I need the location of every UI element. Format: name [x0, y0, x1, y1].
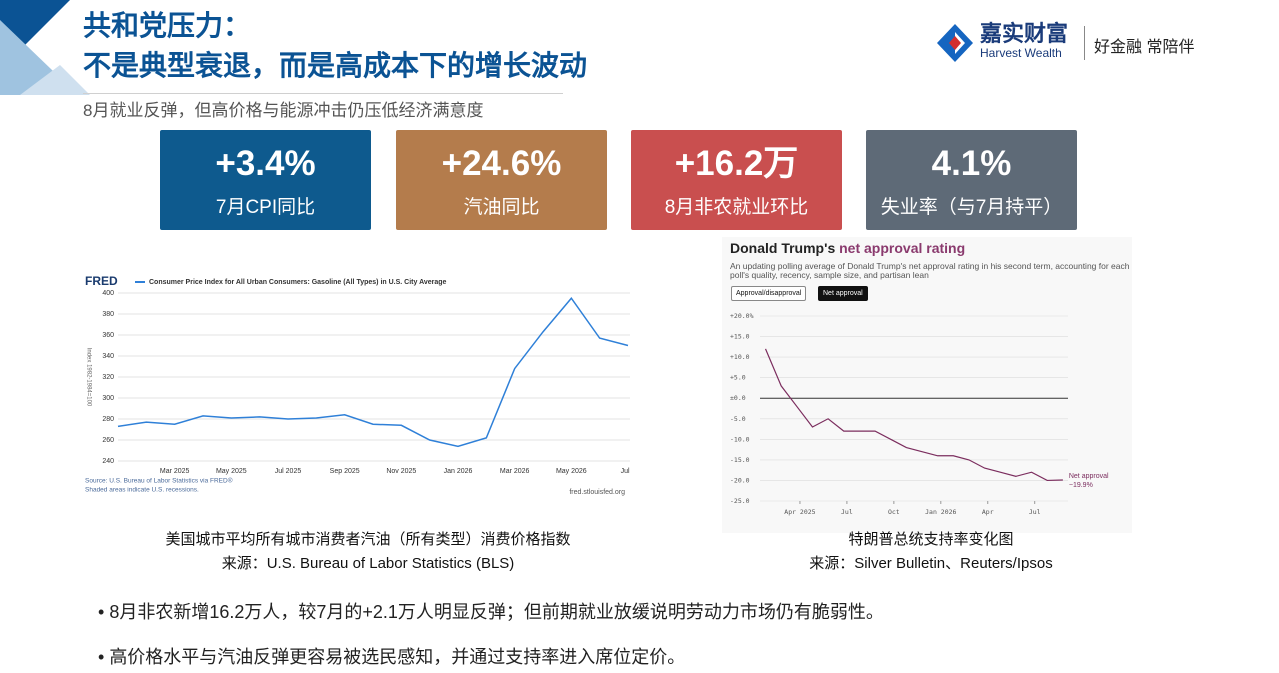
x-tick-label: Mar 2026	[500, 468, 530, 475]
kpi-label: 7月CPI同比	[215, 197, 316, 218]
url: fred.stlouisfed.org	[569, 489, 625, 496]
y-tick-label: +15.0	[730, 333, 750, 341]
y-tick-label: -25.0	[730, 497, 750, 505]
kpi-label: 8月非农就业环比	[664, 197, 809, 218]
logo-en: Harvest Wealth	[980, 46, 1062, 60]
title-line: 不是典型衰退，而是高成本下的增长波动	[83, 50, 588, 81]
y-tick-label: -15.0	[730, 456, 750, 464]
y-axis-label: Index 1982-1984=100	[85, 348, 91, 407]
x-tick-label: Oct	[888, 508, 900, 516]
legend-label: Consumer Price Index for All Urban Consu…	[149, 279, 447, 286]
data-line	[117, 297, 629, 448]
x-tick-label: Jan 2026	[925, 508, 956, 516]
bullet-text: 8月非农新增16.2万人，较7月的+2.1万人明显反弹；但前期就业放缓说明劳动力…	[109, 602, 884, 622]
logo-divider	[1084, 26, 1085, 60]
rule	[83, 93, 563, 94]
bullet-text: 高价格水平与汽油反弹更容易被选民感知，并通过支持率进入席位定价。	[109, 647, 686, 667]
x-tick-label: Mar 2025	[160, 468, 190, 475]
title: 共和党压力： 不是典型衰退，而是高成本下的增长波动	[83, 6, 587, 86]
y-tick-label: 240	[102, 458, 114, 465]
kpi-card: 4.1% 失业率（与7月持平）	[866, 130, 1077, 230]
note: Shaded areas indicate U.S. recessions.	[85, 487, 199, 494]
x-tick-label: Jul 2	[621, 468, 630, 475]
bullet: • 8月非农新增16.2万人，较7月的+2.1万人明显反弹；但前期就业放缓说明劳…	[98, 602, 884, 622]
y-tick-label: +10.0	[730, 353, 750, 361]
logo-mark	[937, 24, 973, 62]
kpi-value: +16.2万	[674, 144, 799, 183]
kpi-value: +3.4%	[215, 144, 316, 183]
kpi-value: +24.6%	[441, 144, 562, 183]
caption-line: 来源：Silver Bulletin、Reuters/Ipsos	[809, 555, 1053, 572]
toggle-button[interactable]: Approval/disapproval	[731, 286, 807, 301]
fred-chart: FRED Consumer Price Index for All Urban …	[85, 272, 630, 500]
toggle-button[interactable]: Net approval	[818, 286, 868, 301]
approval-plot: -25.0 -20.0 -15.0 -10.0 -5.0 ±0.0 +5.0 +10.0 +15…	[730, 312, 1109, 516]
logo-slogan: 好金融 常陪伴	[1094, 39, 1195, 56]
source: Source: U.S. Bureau of Labor Statistics …	[85, 477, 233, 485]
y-tick-label: 400	[102, 290, 114, 297]
caption-line: 美国城市平均所有城市消费者汽油（所有类型）消费价格指数	[165, 531, 571, 548]
y-tick-label: -10.0	[730, 435, 750, 443]
y-tick-label: 260	[102, 437, 114, 444]
x-tick-label: Sep 2025	[330, 468, 360, 475]
kpi-card: +24.6% 汽油同比	[396, 130, 607, 230]
x-tick-label: Jan 2026	[444, 468, 473, 475]
logo-cn: 嘉实财富	[980, 21, 1069, 46]
kpi-value: 4.1%	[931, 144, 1012, 183]
y-tick-label: 360	[102, 332, 114, 339]
series-label: Net approval	[1069, 473, 1109, 480]
y-tick-label: 380	[102, 311, 114, 318]
y-tick-label: +5.0	[730, 374, 746, 382]
corner-decor	[0, 0, 90, 95]
y-tick-label: 280	[102, 416, 114, 423]
kpi-card: +16.2万 8月非农就业环比	[631, 130, 842, 230]
kpi-label: 汽油同比	[463, 197, 540, 218]
x-tick-label: Jul	[841, 508, 853, 516]
kpi-card: +3.4% 7月CPI同比	[160, 130, 371, 230]
caption-line: 来源：U.S. Bureau of Labor Statistics (BLS)	[221, 555, 515, 572]
value-label: −19.9%	[1069, 482, 1093, 489]
x-tick-label: Jul	[1029, 508, 1041, 516]
title-line: 共和党压力：	[83, 10, 252, 41]
x-tick-label: May 2026	[556, 468, 587, 475]
y-tick-label: 320	[102, 374, 114, 381]
brand: FRED	[85, 274, 118, 288]
y-tick-label: 340	[102, 353, 114, 360]
x-tick-label: Apr 2025	[784, 508, 815, 516]
chart-subtitle: An updating polling average of Donald Tr…	[730, 261, 1130, 280]
x-tick-label: Apr	[982, 508, 994, 516]
x-tick-label: Nov 2025	[386, 468, 416, 475]
bullet: • 高价格水平与汽油反弹更容易被选民感知，并通过支持率进入席位定价。	[98, 647, 686, 667]
caption: 特朗普总统支持率变化图来源：Silver Bulletin、Reuters/Ip…	[760, 528, 1102, 576]
y-tick-label: -20.0	[730, 476, 750, 484]
data-line	[764, 348, 1063, 482]
title-highlight: net approval rating	[839, 240, 966, 256]
kpi-label: 失业率（与7月持平）	[880, 197, 1063, 218]
y-tick-label: 300	[102, 395, 114, 402]
caption-line: 特朗普总统支持率变化图	[848, 531, 1014, 548]
y-tick-label: +20.0%	[730, 312, 754, 320]
approval-chart: Donald Trump's net approval rating An up…	[722, 237, 1132, 533]
y-tick-label: -5.0	[730, 415, 746, 423]
caption: 美国城市平均所有城市消费者汽油（所有类型）消费价格指数 来源：U.S. Burea…	[130, 528, 606, 576]
y-tick-label: ±0.0	[730, 394, 746, 402]
x-tick-label: Jul 2025	[275, 468, 302, 475]
title-text: Donald Trump's	[730, 240, 836, 256]
subtitle: 8月就业反弹，但高价格与能源冲击仍压低经济满意度	[83, 101, 484, 120]
chart-title: Donald Trump's net approval rating	[730, 240, 965, 256]
x-tick-label: May 2025	[216, 468, 247, 475]
